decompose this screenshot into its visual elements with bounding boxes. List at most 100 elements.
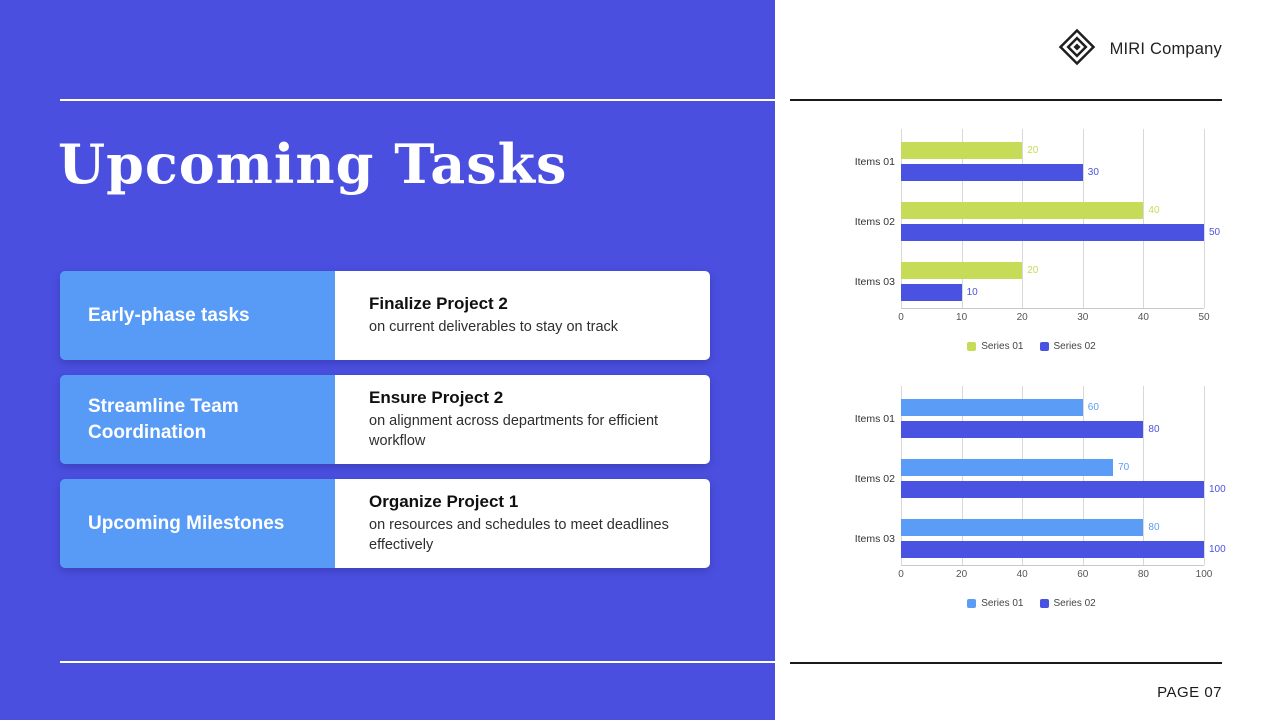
bar-line: 60 <box>901 399 1204 416</box>
chart-category-row: Items 01 20 30 <box>845 142 1204 181</box>
bar-line: 100 <box>901 481 1226 498</box>
bar <box>901 399 1083 416</box>
header-divider-line <box>790 99 1222 101</box>
bottom-divider-line <box>60 661 775 663</box>
bar-value-label: 30 <box>1087 167 1099 178</box>
bar <box>901 459 1114 476</box>
bar-line: 80 <box>901 519 1204 536</box>
bar <box>901 284 962 301</box>
task-description: on resources and schedules to meet deadl… <box>369 516 669 553</box>
legend-label: Series 02 <box>1053 598 1096 609</box>
bar-value-label: 80 <box>1148 522 1160 533</box>
x-tick-label: 40 <box>1137 312 1149 323</box>
category-label: Items 02 <box>854 472 895 485</box>
x-tick-label: 60 <box>1077 569 1089 580</box>
x-axis: 0 10 20 30 40 50 <box>898 312 1209 327</box>
chart-category-row: Items 03 80 100 <box>845 519 1226 558</box>
x-tick-label: 40 <box>1016 569 1028 580</box>
bar-stack: 60 80 <box>901 399 1204 438</box>
task-title: Ensure Project 2 <box>369 387 504 407</box>
task-description: on alignment across departments for effi… <box>369 412 659 449</box>
task-row-early-phase: Early-phase tasks Finalize Project 2 on … <box>60 271 710 360</box>
charts-area: Items 01 20 30 Items 02 40 50 Items 03 20 10 0 10 2… <box>775 101 1280 662</box>
gridline <box>1204 386 1205 565</box>
bar-line: 10 <box>901 284 1204 301</box>
chart-category-row: Items 01 60 80 <box>845 399 1204 438</box>
category-label: Items 01 <box>854 412 895 425</box>
chart-category-row: Items 02 70 100 <box>845 459 1226 498</box>
category-label: Items 01 <box>854 155 895 168</box>
bar-stack: 70 100 <box>901 459 1226 498</box>
bar-value-label: 70 <box>1118 462 1130 473</box>
slide-title: Upcoming Tasks <box>58 132 568 196</box>
bar-value-label: 100 <box>1209 484 1226 495</box>
legend-swatch <box>1039 342 1049 351</box>
category-label: Items 03 <box>854 532 895 545</box>
x-tick-label: 20 <box>1016 312 1028 323</box>
x-tick-label: 30 <box>1077 312 1089 323</box>
bar-stack: 80 100 <box>901 519 1226 558</box>
bar <box>901 541 1204 558</box>
footer: PAGE 07 <box>775 664 1280 720</box>
chart-legend: Series 01 Series 02 <box>845 598 1218 609</box>
bar <box>901 164 1083 181</box>
bar-line: 70 <box>901 459 1204 476</box>
legend-label: Series 01 <box>981 341 1024 352</box>
bar-value-label: 100 <box>1209 544 1226 555</box>
bar-value-label: 50 <box>1209 227 1221 238</box>
bar-value-label: 40 <box>1148 205 1160 216</box>
bar <box>901 224 1204 241</box>
footer-divider-line <box>790 662 1222 664</box>
chart-plot: Items 01 20 30 Items 02 40 50 Items 03 20 10 <box>845 129 1220 309</box>
legend-item: Series 01 <box>967 598 1024 609</box>
bar <box>901 481 1204 498</box>
task-description: on current deliverables to stay on track <box>369 318 619 335</box>
x-tick-label: 20 <box>956 569 968 580</box>
chart-plot: Items 01 60 80 Items 02 70 100 Items 03 80 100 <box>845 386 1226 566</box>
gridline <box>1204 129 1205 308</box>
task-content: Organize Project 1 on resources and sche… <box>335 479 710 568</box>
top-divider-line <box>60 99 775 101</box>
task-title: Organize Project 1 <box>369 491 519 511</box>
bar-stack: 40 50 <box>901 202 1220 241</box>
bar-line: 80 <box>901 421 1204 438</box>
bar <box>901 519 1144 536</box>
bar-line: 30 <box>901 164 1204 181</box>
chart-category-row: Items 03 20 10 <box>845 262 1204 301</box>
right-panel: MIRI Company Items 01 20 30 Items 02 40 50 Ite… <box>775 0 1280 720</box>
legend-label: Series 02 <box>1053 341 1096 352</box>
legend-label: Series 01 <box>981 598 1024 609</box>
legend-swatch <box>967 342 977 351</box>
task-label: Streamline Team Coordination <box>60 375 335 464</box>
x-tick-label: 80 <box>1137 569 1149 580</box>
bar-line: 100 <box>901 541 1226 558</box>
task-content: Finalize Project 2 on current deliverabl… <box>335 271 710 360</box>
bar-value-label: 20 <box>1027 265 1039 276</box>
legend-item: Series 01 <box>967 341 1024 352</box>
task-row-milestones: Upcoming Milestones Organize Project 1 o… <box>60 479 710 568</box>
bar-chart-upper: Items 01 20 30 Items 02 40 50 Items 03 20 10 0 10 2… <box>845 129 1220 352</box>
bar-value-label: 60 <box>1087 402 1099 413</box>
legend-swatch <box>967 599 977 608</box>
x-axis: 0 20 40 60 80 100 <box>898 569 1212 584</box>
task-title: Finalize Project 2 <box>369 293 508 313</box>
bar-stack: 20 30 <box>901 142 1204 181</box>
x-tick-label: 10 <box>956 312 968 323</box>
task-row-streamline: Streamline Team Coordination Ensure Proj… <box>60 375 710 464</box>
bar-chart-lower: Items 01 60 80 Items 02 70 100 Items 03 80 100 0 2… <box>845 386 1226 609</box>
x-tick-label: 100 <box>1195 569 1213 580</box>
x-tick-label: 50 <box>1198 312 1210 323</box>
x-tick-label: 0 <box>898 569 904 580</box>
legend-item: Series 02 <box>1039 598 1096 609</box>
bar <box>901 262 1023 279</box>
legend-item: Series 02 <box>1039 341 1096 352</box>
task-label: Early-phase tasks <box>60 271 335 360</box>
bar-value-label: 10 <box>966 287 978 298</box>
bar-stack: 20 10 <box>901 262 1204 301</box>
task-list: Early-phase tasks Finalize Project 2 on … <box>60 271 710 583</box>
task-label: Upcoming Milestones <box>60 479 335 568</box>
x-tick-label: 0 <box>898 312 904 323</box>
bar-line: 20 <box>901 142 1204 159</box>
legend-swatch <box>1039 599 1049 608</box>
bar-line: 40 <box>901 202 1204 219</box>
